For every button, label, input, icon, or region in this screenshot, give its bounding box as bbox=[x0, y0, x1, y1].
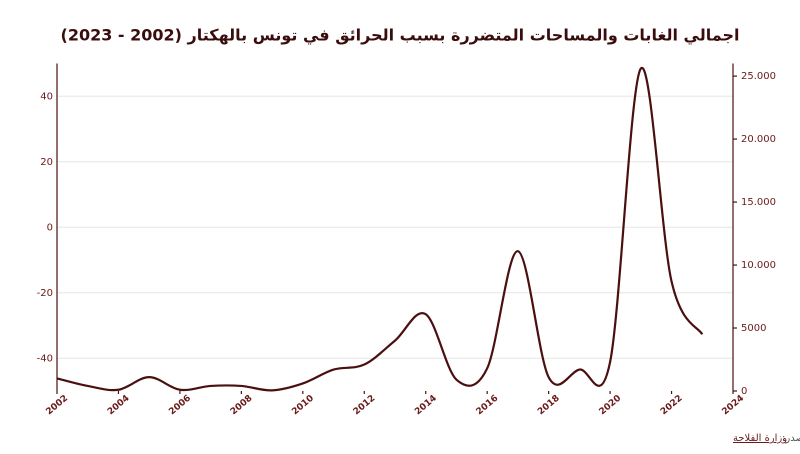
y2-tick-label: 25.000 bbox=[741, 71, 776, 82]
y-tick-label: -40 bbox=[37, 353, 53, 364]
y2-tick-label: 15.000 bbox=[741, 197, 776, 208]
x-tick-label: 2010 bbox=[290, 393, 316, 417]
x-tick-label: 2022 bbox=[659, 393, 685, 417]
x-tick-label: 2012 bbox=[352, 393, 378, 417]
x-tick-label: 2020 bbox=[598, 393, 624, 417]
x-tick-label: 2006 bbox=[167, 393, 193, 417]
x-tick-label: 2008 bbox=[229, 393, 255, 417]
x-tick-label: 2016 bbox=[475, 393, 501, 417]
y-tick-label: -20 bbox=[37, 288, 53, 299]
x-tick-label: 2018 bbox=[536, 393, 562, 417]
y-tick-label: 40 bbox=[40, 91, 53, 102]
y-tick-label: 0 bbox=[47, 222, 53, 233]
y2-tick-label: 5000 bbox=[741, 323, 766, 334]
x-tick-label: 2024 bbox=[721, 393, 747, 417]
chart-title: اجمالي الغابات والمساحات المتضررة بسبب ا… bbox=[61, 26, 740, 46]
line-series bbox=[56, 67, 704, 392]
x-tick-label: 2004 bbox=[106, 393, 132, 417]
y2-tick-label: 0 bbox=[741, 386, 747, 397]
x-tick-label: 2014 bbox=[413, 393, 439, 417]
source-label: المصدر: bbox=[782, 433, 800, 444]
y-tick-label: 20 bbox=[40, 157, 53, 168]
y2-tick-label: 20.000 bbox=[741, 134, 776, 145]
y2-tick-label: 10.000 bbox=[741, 260, 776, 271]
source-link[interactable]: وزارة الفلاحة bbox=[733, 433, 787, 444]
x-tick-label: 2002 bbox=[45, 393, 71, 417]
